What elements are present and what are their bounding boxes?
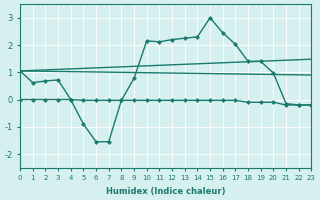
X-axis label: Humidex (Indice chaleur): Humidex (Indice chaleur)	[106, 187, 226, 196]
